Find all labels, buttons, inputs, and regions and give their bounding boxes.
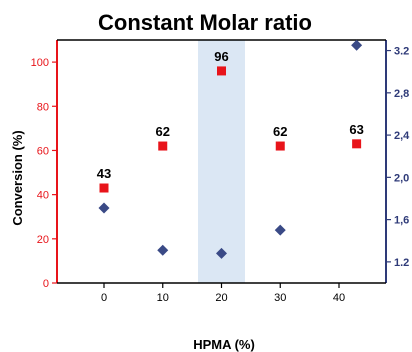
x-tick-label: 40 (333, 292, 345, 304)
y-tick-label: 20 (37, 234, 49, 246)
secondary-marker (157, 244, 169, 256)
highlight-band (198, 40, 245, 283)
y-tick-label: 100 (31, 57, 49, 69)
y-tick-label: 80 (37, 101, 49, 113)
y2-tick-label: 2,8 (394, 88, 409, 100)
x-tick-label: 20 (215, 292, 227, 304)
y2-tick-label: 1.2 (394, 257, 409, 269)
x-tick-label: 10 (157, 292, 169, 304)
conversion-data-label: 62 (273, 124, 287, 139)
y2-tick-label: 3.2 (394, 46, 409, 58)
y2-tick-label: 2,0 (394, 172, 409, 184)
conversion-data-label: 63 (349, 122, 363, 137)
x-axis-label: HPMA (%) (193, 337, 255, 352)
secondary-marker (274, 224, 286, 236)
y-tick-label: 40 (37, 190, 49, 202)
conversion-marker (352, 139, 362, 149)
secondary-marker (216, 247, 227, 259)
y-tick-label: 0 (43, 278, 49, 290)
conversion-data-label: 43 (97, 166, 111, 181)
chart-title: Constant Molar ratio (98, 10, 312, 35)
y2-tick-label: 2,4 (394, 130, 410, 142)
x-tick-label: 30 (274, 292, 286, 304)
x-tick-label: 0 (101, 292, 107, 304)
secondary-marker (98, 202, 110, 214)
conversion-data-label: 62 (156, 124, 170, 139)
y-tick-label: 60 (37, 145, 49, 157)
conversion-marker (99, 183, 109, 193)
conversion-marker (158, 141, 168, 151)
conversion-marker (275, 141, 285, 151)
conversion-data-label: 96 (214, 49, 228, 64)
secondary-marker (351, 39, 363, 51)
y2-tick-label: 1,6 (394, 215, 409, 227)
y-axis-label: Conversion (%) (10, 130, 25, 225)
conversion-marker (217, 66, 226, 76)
